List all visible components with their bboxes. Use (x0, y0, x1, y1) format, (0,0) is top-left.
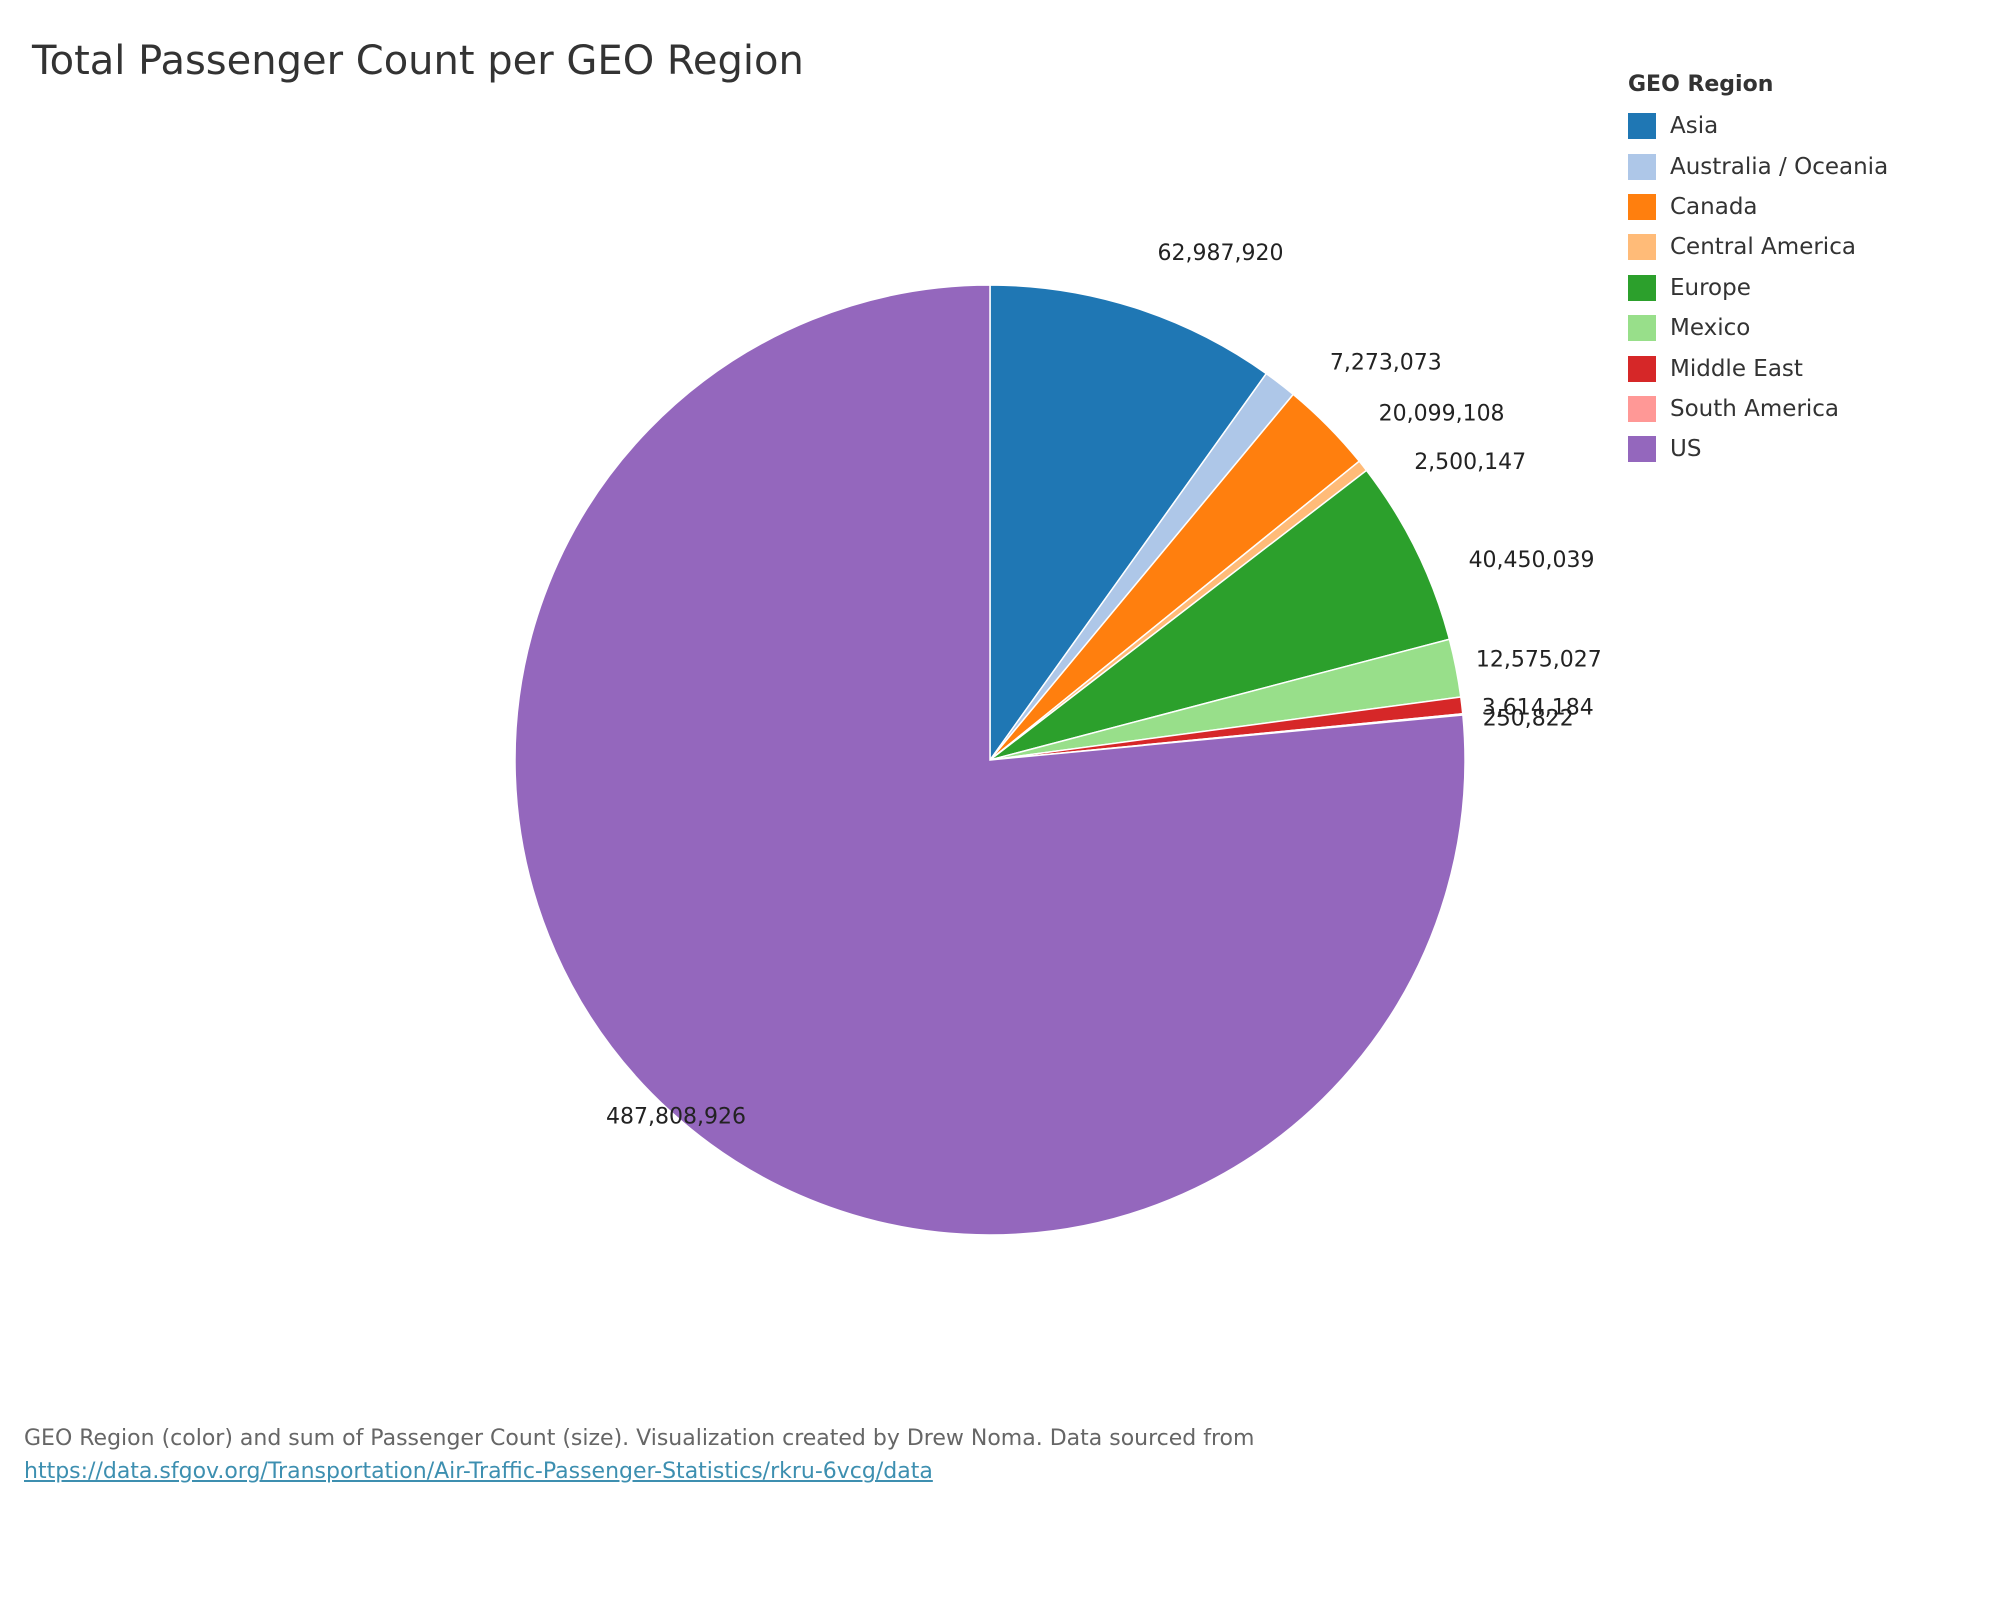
caption: GEO Region (color) and sum of Passenger … (24, 1422, 1924, 1488)
legend-swatch (1628, 234, 1656, 261)
pie-slices (514, 284, 1466, 1236)
slice-label: 20,099,108 (1379, 402, 1505, 427)
slice-labels: 62,987,920 7,273,073 20,099,108 2,500,147 40… (606, 241, 1602, 1129)
legend-label: Central America (1670, 234, 1856, 261)
legend-swatch (1628, 153, 1656, 180)
chart-title: Total Passenger Count per GEO Region (32, 38, 804, 84)
slice-label: 3,614,184 (1482, 695, 1594, 720)
legend-items: Asia Australia / Oceania Canada Central Ame… (1628, 106, 1888, 470)
legend-label: Asia (1670, 113, 1719, 140)
slice-us[interactable] (514, 284, 1466, 1236)
data-source-link[interactable]: https://data.sfgov.org/Transportation/Ai… (24, 1459, 933, 1484)
legend-label: US (1670, 436, 1702, 463)
slice-label: 7,273,073 (1330, 350, 1442, 375)
legend-item[interactable]: Asia (1628, 106, 1888, 146)
legend-item[interactable]: Canada (1628, 187, 1888, 227)
legend-item[interactable]: Central America (1628, 227, 1888, 267)
legend-label: Mexico (1670, 315, 1751, 342)
legend-swatch (1628, 193, 1656, 220)
legend-swatch (1628, 355, 1656, 382)
legend-label: Europe (1670, 274, 1751, 301)
legend-item[interactable]: US (1628, 429, 1888, 469)
slice-label: 40,450,039 (1469, 548, 1595, 573)
legend-swatch (1628, 395, 1656, 422)
legend-swatch (1628, 113, 1656, 140)
slice-label: 62,987,920 (1158, 241, 1284, 266)
slice-europe[interactable] (989, 469, 1451, 761)
legend-item[interactable]: Australia / Oceania (1628, 146, 1888, 186)
legend-item[interactable]: Middle East (1628, 348, 1888, 388)
legend-swatch (1628, 315, 1656, 342)
legend-label: Australia / Oceania (1670, 153, 1889, 180)
legend-item[interactable]: Europe (1628, 268, 1888, 308)
legend-label: South America (1670, 395, 1840, 422)
legend-label: Canada (1670, 193, 1758, 220)
legend-item[interactable]: Mexico (1628, 308, 1888, 348)
legend-swatch (1628, 436, 1656, 463)
legend-swatch (1628, 274, 1656, 301)
slice-label: 487,808,926 (606, 1104, 746, 1129)
caption-text: GEO Region (color) and sum of Passenger … (24, 1426, 1255, 1451)
legend-title: GEO Region (1628, 72, 1774, 97)
legend-label: Middle East (1670, 355, 1803, 382)
legend: GEO Region Asia Australia / Oceania Canada… (1628, 72, 1888, 470)
slice-label: 12,575,027 (1476, 647, 1602, 672)
legend-item[interactable]: South America (1628, 389, 1888, 429)
slice-label: 250,822 (1483, 707, 1574, 732)
slice-asia[interactable] (989, 284, 1268, 763)
slice-label: 2,500,147 (1414, 450, 1526, 475)
